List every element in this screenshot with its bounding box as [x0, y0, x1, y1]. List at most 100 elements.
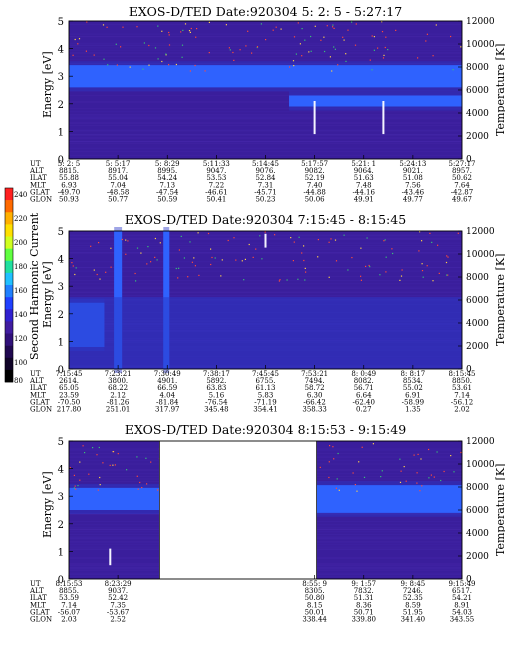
- table-cell: 5.83: [258, 391, 274, 399]
- texture-row: [69, 288, 462, 289]
- y-tick-label: 3: [58, 492, 64, 503]
- noise-dots: [71, 231, 459, 282]
- noise-dot: [336, 478, 338, 480]
- noise-dot: [425, 40, 427, 42]
- table-cell: 6517.: [452, 587, 472, 595]
- colorbar-step: [5, 248, 13, 262]
- y-tick-label: 3: [58, 282, 64, 293]
- noise-dot: [380, 476, 382, 478]
- y2-tick-label: 8000: [466, 63, 489, 73]
- noise-dot: [98, 446, 100, 449]
- noise-dot: [360, 275, 362, 277]
- table-cell: 4901.: [157, 377, 177, 385]
- table-cell: 8855.: [59, 587, 79, 595]
- noise-dot: [196, 28, 198, 30]
- noise-dot: [360, 279, 362, 281]
- texture-row: [69, 280, 462, 281]
- table-cell: 55.88: [59, 174, 79, 182]
- noise-dot: [303, 259, 305, 262]
- table-cell: 339.80: [352, 616, 377, 624]
- table-cell: 7.13: [159, 181, 175, 189]
- table-cell: 317.97: [155, 406, 180, 414]
- noise-dot: [194, 265, 196, 267]
- noise-dot: [328, 241, 330, 243]
- noise-dot: [437, 244, 439, 246]
- noise-dot: [445, 261, 448, 264]
- table-row-label: UT: [30, 160, 41, 168]
- noise-dot: [391, 248, 393, 250]
- table-cell: 63.83: [206, 384, 226, 392]
- noise-dot: [75, 488, 77, 490]
- noise-dot: [204, 70, 206, 72]
- y2-tick-label: 8000: [466, 483, 489, 493]
- noise-dot: [96, 273, 98, 276]
- noise-dot: [429, 232, 431, 234]
- noise-dot: [191, 261, 193, 263]
- noise-dot: [381, 21, 383, 23]
- noise-dot: [305, 271, 307, 273]
- noise-dot: [77, 485, 79, 487]
- y2-tick-label: 8000: [466, 273, 489, 283]
- texture-row: [69, 129, 462, 131]
- table-cell: 8:15:45: [449, 370, 476, 378]
- noise-dot: [156, 259, 158, 261]
- noise-dot: [432, 280, 434, 282]
- energy-band-core: [69, 65, 462, 88]
- y2-tick-label: 6000: [466, 296, 489, 306]
- noise-dot: [286, 279, 288, 281]
- data-spike: [264, 233, 267, 248]
- table-cell: 6.64: [356, 391, 372, 399]
- noise-dot: [102, 24, 105, 26]
- y-tick-label: 2: [58, 100, 64, 111]
- table-cell: 49.91: [354, 196, 374, 204]
- noise-dot: [324, 50, 326, 53]
- colorbar-scale: [5, 188, 13, 383]
- texture-row: [69, 117, 462, 119]
- table-cell: 50.41: [206, 196, 226, 204]
- table-cell: 251.01: [106, 406, 131, 414]
- table-cell: 7:23:21: [105, 370, 132, 378]
- noise-dot: [299, 43, 301, 45]
- noise-dot: [435, 24, 437, 26]
- noise-dot: [137, 488, 139, 490]
- table-cell: 6755.: [255, 377, 275, 385]
- noise-dot: [381, 31, 384, 33]
- y-tick-label: 4: [58, 465, 64, 476]
- noise-dot: [120, 46, 122, 48]
- texture-row: [69, 101, 462, 102]
- y2-tick-label: 2000: [466, 342, 489, 352]
- colorbar-step: [5, 285, 13, 298]
- table-cell: 7.04: [110, 181, 126, 189]
- noise-dot: [292, 260, 294, 262]
- colorbar-tick: 120: [14, 335, 27, 343]
- y-tick-label: 0: [58, 575, 64, 586]
- noise-dot: [345, 60, 347, 62]
- table-cell: 8:23:29: [105, 580, 132, 588]
- table-cell: 50.80: [305, 594, 325, 602]
- noise-dot: [421, 270, 424, 272]
- colorbar-label: Second Harmonic Current: [28, 212, 41, 360]
- noise-dot: [373, 49, 375, 51]
- texture-row: [69, 94, 462, 96]
- noise-dot: [122, 26, 124, 28]
- noise-dot: [351, 257, 353, 259]
- noise-dot: [183, 257, 185, 259]
- noise-dot: [78, 38, 81, 40]
- table-cell: 7:15:45: [56, 370, 83, 378]
- y2-tick-label: 6000: [466, 506, 489, 516]
- noise-dot: [136, 247, 139, 249]
- noise-dot: [338, 489, 340, 491]
- noise-dot: [154, 237, 156, 240]
- noise-dot: [232, 51, 234, 54]
- energy-band: [69, 297, 462, 369]
- table-cell: 3800.: [108, 377, 128, 385]
- noise-dot: [110, 266, 112, 268]
- noise-dot: [351, 21, 353, 23]
- noise-dot: [161, 30, 163, 32]
- table-cell: 50.62: [452, 174, 472, 182]
- noise-dot: [159, 242, 161, 244]
- noise-dot: [256, 46, 258, 49]
- noise-dot: [431, 241, 433, 243]
- table-cell: 2.03: [61, 616, 77, 624]
